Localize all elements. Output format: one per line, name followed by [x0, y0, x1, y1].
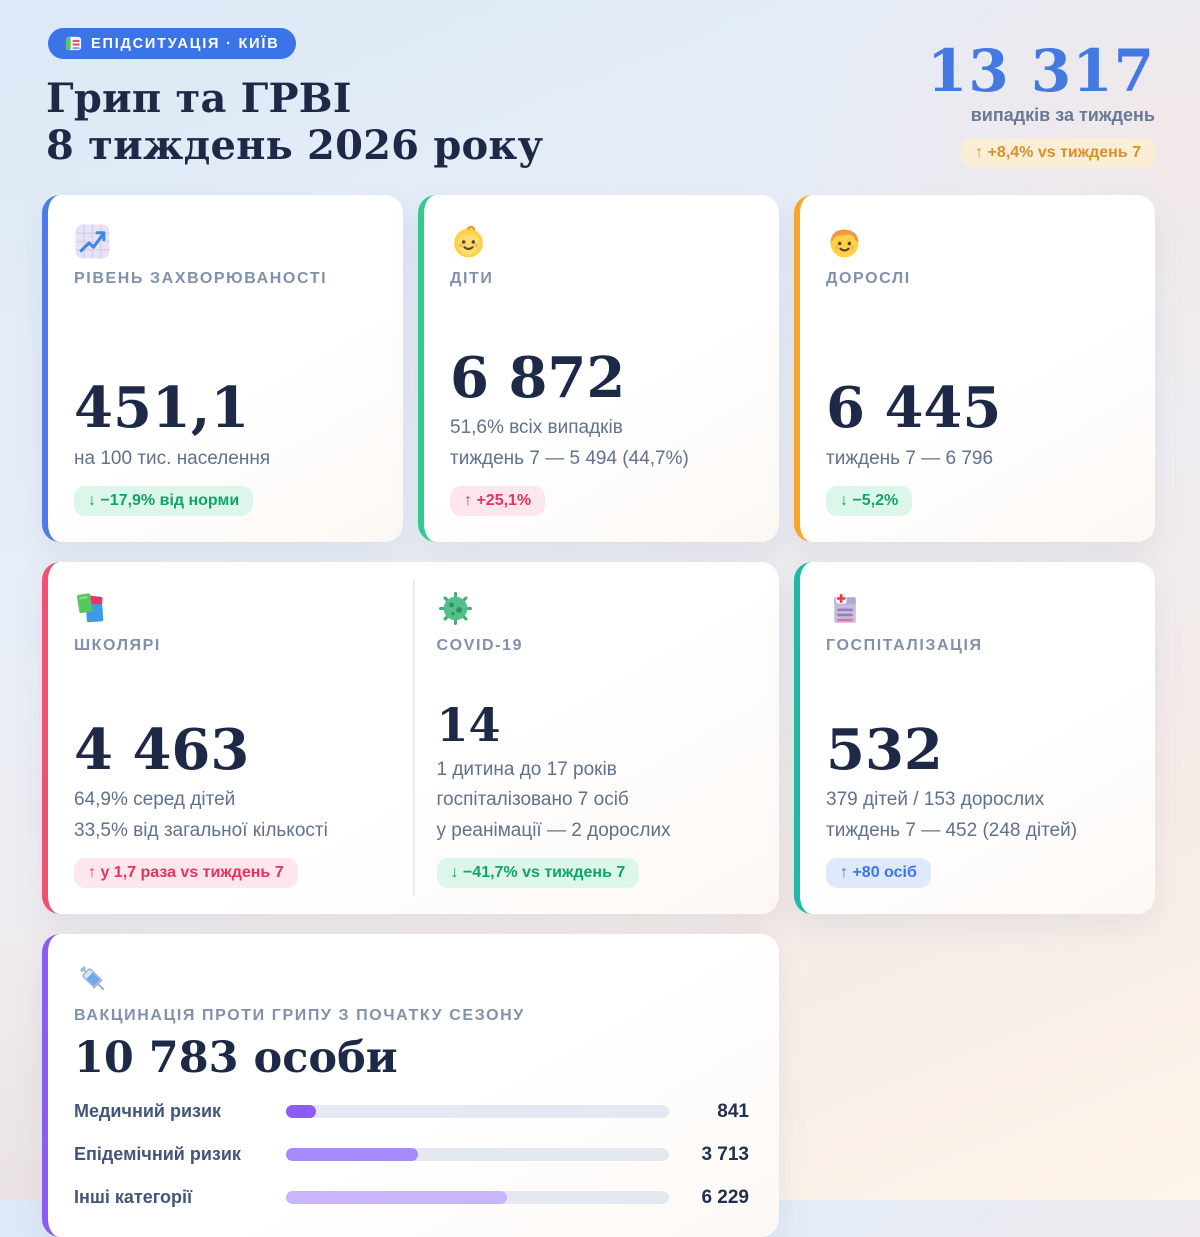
stat-block: 532 379 дітей / 153 дорослих тиждень 7 —… — [826, 716, 1125, 889]
vaccination-total: 10 783 особи — [74, 1033, 398, 1084]
hospitalization-subtitle-1: 379 дітей / 153 дорослих — [826, 789, 1045, 811]
stat-block: 4 463 64,9% серед дітей 33,5% від загаль… — [74, 716, 387, 889]
adult-icon — [826, 223, 863, 260]
adults-subtitle: тиждень 7 — 6 796 — [826, 447, 994, 469]
card-label: ГОСПІТАЛІЗАЦІЯ — [826, 637, 983, 655]
title-line-1: Грип та ГРВІ — [46, 75, 352, 122]
hospitalization-subtitle-2: тиждень 7 — 452 (248 дітей) — [826, 819, 1078, 841]
children-subtitle-1: 51,6% всіх випадків — [450, 417, 623, 439]
weekly-total: 13 317 випадків за тиждень ↑ +8,4% vs ти… — [927, 42, 1155, 168]
bar-value: 6 229 — [701, 1186, 749, 1208]
schoolchildren-value: 4 463 — [74, 716, 250, 783]
card-label: ВАКЦИНАЦІЯ ПРОТИ ГРИПУ З ПОЧАТКУ СЕЗОНУ — [74, 1007, 525, 1025]
hospital-icon — [65, 35, 82, 52]
header-badge-label: ЕПІДСИТУАЦІЯ · КИЇВ — [91, 35, 280, 52]
weekly-total-value: 13 317 — [927, 37, 1155, 105]
weekly-total-caption: випадків за тиждень — [970, 105, 1155, 125]
children-value: 6 872 — [450, 344, 626, 411]
bar-fill — [286, 1191, 508, 1205]
hospitalization-value: 532 — [826, 716, 943, 783]
syringe-icon — [74, 960, 111, 997]
title-line-2: 8 тиждень 2026 року — [46, 122, 544, 170]
bar-row: Інші категорії 6 229 — [74, 1187, 749, 1209]
covid-subtitle-3: у реанімації — 2 дорослих — [436, 819, 671, 841]
card-adults: ДОРОСЛІ 6 445 тиждень 7 — 6 796 ↓ −5,2% — [794, 195, 1155, 543]
bar-label: Інші категорії — [74, 1187, 193, 1208]
microbe-icon — [437, 590, 474, 627]
bar-label: Медичний ризик — [74, 1101, 222, 1122]
covid-subtitle-2: госпіталізовано 7 осіб — [436, 789, 629, 811]
bar-track — [286, 1148, 669, 1162]
schoolchildren-delta-badge: ↑ у 1,7 раза vs тиждень 7 — [74, 858, 298, 889]
infographic-page: ЕПІДСИТУАЦІЯ · КИЇВ Грип та ГРВІ 8 тижде… — [42, 28, 1155, 1237]
bar-row: Медичний ризик 841 — [74, 1101, 749, 1123]
schoolchildren-subtitle-2: 33,5% від загальної кількості — [74, 819, 328, 841]
morbidity-value: 451,1 — [74, 375, 250, 442]
cards-grid: РІВЕНЬ ЗАХВОРЮВАНОСТІ 451,1 на 100 тис. … — [42, 195, 1155, 1237]
vertical-divider — [412, 580, 415, 897]
bar-fill — [286, 1105, 316, 1119]
vaccination-bar-chart: Медичний ризик 841 Епідемічний ризик 3 7… — [74, 1101, 749, 1209]
books-icon — [74, 590, 111, 627]
card-school-covid: ШКОЛЯРІ 4 463 64,9% серед дітей 33,5% ві… — [42, 562, 780, 915]
morbidity-subtitle: на 100 тис. населення — [74, 447, 271, 469]
adults-delta-badge: ↓ −5,2% — [826, 486, 913, 517]
card-vaccination: ВАКЦИНАЦІЯ ПРОТИ ГРИПУ З ПОЧАТКУ СЕЗОНУ … — [42, 934, 779, 1237]
card-children: ДІТИ 6 872 51,6% всіх випадків тиждень 7… — [418, 195, 779, 543]
bar-label: Епідемічний ризик — [74, 1144, 241, 1165]
stat-block: 6 445 тиждень 7 — 6 796 ↓ −5,2% — [826, 375, 1125, 517]
chart-increasing-icon — [74, 223, 111, 260]
card-label: COVID-19 — [436, 637, 524, 655]
card-hospitalization: ГОСПІТАЛІЗАЦІЯ 532 379 дітей / 153 дорос… — [794, 562, 1155, 915]
page-title: Грип та ГРВІ 8 тиждень 2026 року — [46, 75, 1155, 169]
baby-icon — [450, 223, 487, 260]
header-badge: ЕПІДСИТУАЦІЯ · КИЇВ — [48, 28, 297, 59]
card-label: РІВЕНЬ ЗАХВОРЮВАНОСТІ — [74, 270, 328, 288]
covid-value: 14 — [436, 697, 501, 752]
covid-section: COVID-19 14 1 дитина до 17 років госпіта… — [415, 562, 780, 914]
covid-delta-badge: ↓ −41,7% vs тиждень 7 — [436, 858, 640, 889]
card-label: ДІТИ — [450, 270, 494, 288]
bar-value: 841 — [717, 1100, 749, 1122]
schoolchildren-section: ШКОЛЯРІ 4 463 64,9% серед дітей 33,5% ві… — [48, 562, 413, 914]
adults-value: 6 445 — [826, 375, 1002, 442]
morbidity-delta-badge: ↓ −17,9% від норми — [74, 486, 254, 517]
bar-track — [286, 1191, 669, 1205]
bar-track — [286, 1105, 669, 1119]
stat-block: 14 1 дитина до 17 років госпіталізовано … — [436, 697, 754, 889]
bar-value: 3 713 — [701, 1143, 749, 1165]
card-label: ШКОЛЯРІ — [74, 637, 161, 655]
bar-row: Епідемічний ризик 3 713 — [74, 1144, 749, 1166]
stat-block: 6 872 51,6% всіх випадків тиждень 7 — 5 … — [450, 344, 749, 517]
bar-fill — [286, 1148, 418, 1162]
hospitalization-delta-badge: ↑ +80 осіб — [826, 858, 931, 889]
children-subtitle-2: тиждень 7 — 5 494 (44,7%) — [450, 447, 689, 469]
children-delta-badge: ↑ +25,1% — [450, 486, 546, 517]
card-label: ДОРОСЛІ — [826, 270, 911, 288]
hospital-icon — [826, 590, 863, 627]
header: ЕПІДСИТУАЦІЯ · КИЇВ Грип та ГРВІ 8 тижде… — [42, 28, 1155, 169]
card-morbidity: РІВЕНЬ ЗАХВОРЮВАНОСТІ 451,1 на 100 тис. … — [42, 195, 403, 543]
covid-subtitle-1: 1 дитина до 17 років — [436, 758, 617, 780]
weekly-total-delta-badge: ↑ +8,4% vs тиждень 7 — [961, 138, 1155, 168]
schoolchildren-subtitle-1: 64,9% серед дітей — [74, 789, 236, 811]
stat-block: 451,1 на 100 тис. населення ↓ −17,9% від… — [74, 375, 373, 517]
